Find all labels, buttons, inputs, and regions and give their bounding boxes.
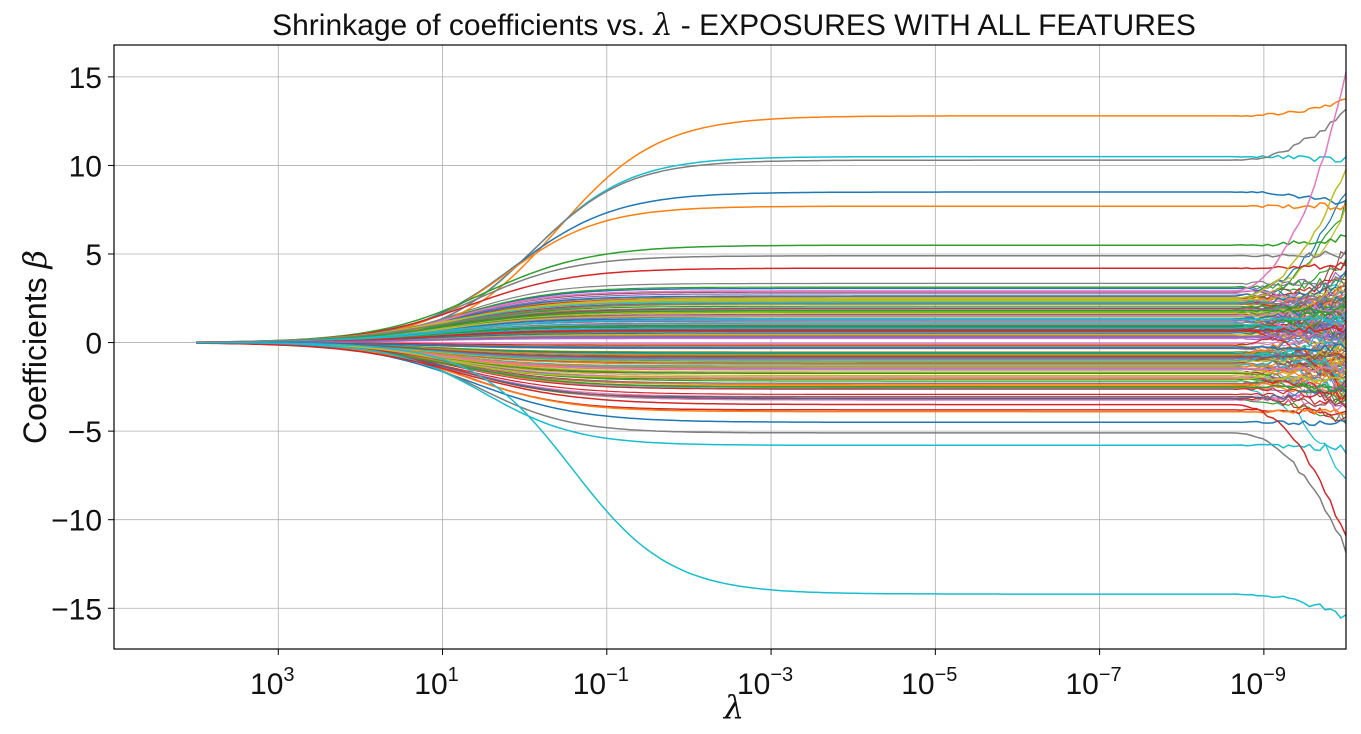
coefficient-line (196, 234, 1347, 343)
coefficient-line (196, 297, 1347, 343)
coefficient-line (196, 315, 1347, 344)
plot-frame (113, 44, 1347, 650)
coefficient-line (196, 341, 1347, 353)
x-tick-label: 10−5 (901, 664, 957, 701)
x-tick-base: 10 (1230, 668, 1263, 701)
y-tick-label: −5 (68, 416, 102, 449)
coefficient-line (196, 261, 1347, 343)
y-tick-label: −15 (51, 593, 102, 626)
chart-title-suffix: - EXPOSURES WITH ALL FEATURES (672, 9, 1195, 42)
y-axis-label-symbol: β (16, 250, 54, 270)
x-tick-label: 10−9 (1230, 664, 1286, 701)
x-tick-base: 10 (1066, 668, 1099, 701)
chart-title-symbol: λ (652, 8, 672, 43)
x-axis-label: λ (722, 688, 744, 726)
coefficient-line (196, 260, 1347, 346)
coefficient-line (196, 342, 1347, 537)
chart-title: Shrinkage of coefficients vs. λ - EXPOSU… (272, 8, 1196, 43)
coefficient-paths (196, 71, 1347, 619)
coefficient-line (196, 342, 1347, 401)
x-tick-label: 103 (250, 664, 295, 701)
coefficient-line (196, 323, 1347, 351)
coefficient-line (196, 330, 1347, 344)
y-axis-label: Coefficients β (16, 250, 54, 444)
y-tick-label: 0 (85, 328, 102, 361)
x-tick-exponent: −5 (935, 664, 958, 686)
coefficient-line (196, 341, 1347, 619)
x-tick-label: 101 (414, 664, 459, 701)
y-tick-label: 15 (69, 62, 102, 95)
y-tick-label: 5 (85, 239, 102, 272)
y-axis-label-prefix: Coefficients (17, 269, 53, 445)
coefficient-line (196, 305, 1347, 344)
coefficient-line (196, 342, 1347, 415)
x-tick-exponent: −1 (606, 664, 629, 686)
coefficient-line (196, 169, 1347, 343)
chart-title-prefix: Shrinkage of coefficients vs. (272, 9, 653, 42)
x-tick-exponent: 3 (283, 664, 294, 686)
y-tick-label: 10 (69, 150, 102, 183)
x-tick-label: 10−1 (573, 664, 629, 701)
x-axis-ticks: 103 101 10−1 10−3 10−5 10−7 10−9 (250, 649, 1286, 701)
x-tick-label: 10−7 (1066, 664, 1122, 701)
x-tick-exponent: −9 (1263, 664, 1286, 686)
coefficient-line (196, 324, 1347, 344)
coefficient-line (196, 341, 1347, 361)
x-tick-exponent: −7 (1099, 664, 1122, 686)
x-tick-base: 10 (414, 668, 447, 701)
y-axis-ticks: 15 10 5 0 −5 −10 −15 (51, 62, 114, 626)
coefficient-line (196, 342, 1347, 407)
coefficient-line (196, 342, 1347, 454)
x-tick-exponent: −3 (770, 664, 793, 686)
y-tick-label: −10 (51, 505, 102, 538)
x-tick-exponent: 1 (448, 664, 459, 686)
x-tick-label: 10−3 (737, 664, 793, 701)
x-tick-base: 10 (901, 668, 934, 701)
x-tick-base: 10 (737, 668, 770, 701)
coefficient-line (196, 341, 1347, 383)
x-tick-base: 10 (250, 668, 283, 701)
x-tick-base: 10 (573, 668, 606, 701)
